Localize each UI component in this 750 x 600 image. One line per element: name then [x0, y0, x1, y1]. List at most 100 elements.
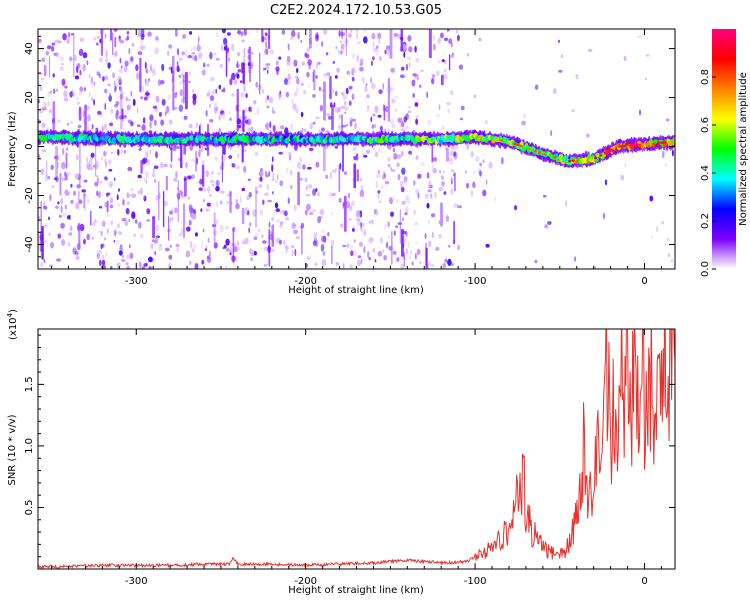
- heatmap-cell: [390, 169, 396, 172]
- heatmap-cell: [153, 178, 157, 183]
- heatmap-cell: [408, 150, 412, 155]
- heatmap-streak: [183, 203, 185, 239]
- heatmap-cell: [264, 32, 268, 37]
- heatmap-streak: [120, 86, 123, 130]
- heatmap-cell: [40, 168, 45, 176]
- heatmap-cell: [96, 35, 100, 39]
- heatmap-cell: [144, 61, 147, 70]
- heatmap-cell: [346, 70, 351, 75]
- heatmap-cell: [437, 37, 442, 44]
- heatmap-cell: [370, 82, 376, 90]
- heatmap-cell: [215, 88, 218, 94]
- heatmap-cell: [75, 154, 79, 161]
- heatmap-cell: [78, 90, 83, 96]
- heatmap-cell: [106, 192, 111, 196]
- heatmap-cell: [278, 56, 282, 60]
- heatmap-cell: [534, 84, 539, 90]
- heatmap-cell: [215, 266, 220, 269]
- heatmap-cell: [366, 94, 370, 99]
- heatmap-cell: [447, 245, 451, 248]
- heatmap-cell: [154, 224, 160, 232]
- heatmap-cell: [378, 200, 382, 204]
- heatmap-cell: [294, 248, 297, 257]
- snr-line: [38, 329, 675, 569]
- heatmap-cell: [435, 114, 441, 118]
- heatmap-cell: [284, 216, 290, 221]
- heatmap-cell: [295, 235, 301, 240]
- heatmap-cell: [259, 209, 263, 216]
- heatmap-cell: [360, 221, 363, 229]
- heatmap-cell: [108, 181, 114, 187]
- heatmap-cell: [48, 109, 53, 114]
- heatmap-cell: [390, 211, 394, 217]
- ridge-peak: [599, 154, 603, 157]
- heatmap-cell: [38, 119, 42, 124]
- heatmap-cell: [38, 153, 41, 159]
- ridge-core: [95, 137, 100, 142]
- heatmap-cell: [286, 167, 289, 173]
- heatmap-streak: [177, 180, 179, 223]
- heatmap-cell: [264, 170, 268, 178]
- heatmap-cell: [118, 231, 123, 236]
- heatmap-cell: [265, 63, 271, 66]
- ridge-core: [185, 136, 190, 141]
- heatmap-streak: [431, 143, 434, 163]
- y-tick-label: -40: [24, 236, 35, 252]
- heatmap-cell: [351, 118, 356, 122]
- heatmap-cell: [101, 259, 106, 266]
- heatmap-cell: [225, 238, 230, 246]
- heatmap-cell: [455, 30, 459, 34]
- heatmap-cell: [137, 174, 142, 179]
- heatmap-cell: [157, 79, 162, 86]
- heatmap-cell: [86, 156, 88, 164]
- heatmap-cell: [415, 118, 418, 125]
- heatmap-cell: [88, 91, 91, 98]
- spectrogram-plot-area: [38, 29, 675, 269]
- heatmap-cell: [474, 155, 480, 162]
- heatmap-cell: [276, 219, 281, 224]
- heatmap-cell: [287, 152, 292, 155]
- y-tick-label: -20: [24, 187, 35, 203]
- ridge-core: [206, 138, 211, 144]
- heatmap-cell: [405, 113, 409, 121]
- heatmap-cell: [233, 246, 238, 253]
- heatmap-cell: [588, 48, 593, 53]
- heatmap-cell: [438, 220, 441, 225]
- spectrogram-y-label: Frequency (Hz): [7, 111, 18, 187]
- heatmap-cell: [315, 75, 318, 79]
- heatmap-cell: [50, 241, 54, 249]
- heatmap-cell: [228, 57, 230, 62]
- heatmap-cell: [48, 232, 51, 237]
- heatmap-cell: [185, 161, 188, 169]
- heatmap-cell: [386, 220, 391, 229]
- heatmap-streak: [448, 54, 451, 71]
- heatmap-cell: [390, 67, 396, 73]
- heatmap-cell: [332, 60, 335, 64]
- heatmap-cell: [125, 207, 130, 215]
- heatmap-cell: [449, 150, 454, 157]
- heatmap-cell: [350, 29, 353, 33]
- heatmap-cell: [91, 96, 94, 102]
- heatmap-cell: [361, 76, 363, 82]
- heatmap-cell: [335, 167, 337, 172]
- heatmap-cell: [395, 225, 399, 229]
- heatmap-cell: [412, 73, 417, 77]
- x-tick-label: -100: [464, 576, 487, 587]
- heatmap-cell: [235, 198, 238, 205]
- heatmap-cell: [419, 84, 422, 88]
- heatmap-cell: [565, 199, 568, 208]
- heatmap-cell: [109, 197, 114, 204]
- heatmap-cell: [257, 229, 261, 232]
- heatmap-cell: [372, 147, 375, 151]
- heatmap-cell: [163, 163, 168, 168]
- heatmap-cell: [344, 106, 349, 112]
- heatmap-cell: [309, 211, 314, 216]
- heatmap-cell: [348, 85, 353, 90]
- heatmap-cell: [245, 93, 248, 98]
- heatmap-cell: [127, 98, 131, 102]
- heatmap-cell: [351, 93, 355, 101]
- heatmap-cell: [64, 204, 67, 210]
- heatmap-cell: [101, 220, 106, 227]
- heatmap-cell: [316, 191, 321, 197]
- heatmap-cell: [108, 183, 113, 188]
